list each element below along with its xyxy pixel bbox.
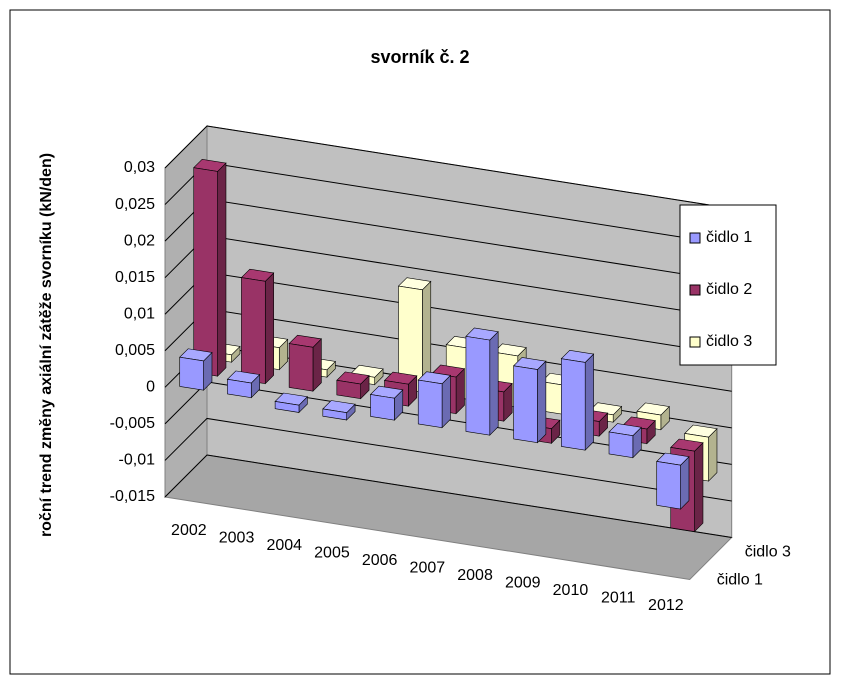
bar-front xyxy=(274,401,300,413)
x-tick-label: 2012 xyxy=(648,597,684,614)
bar xyxy=(397,277,432,393)
bar-front xyxy=(288,343,314,392)
legend-label: čidlo 1 xyxy=(706,229,752,246)
grid-line xyxy=(164,125,732,209)
y-tick-label: 0,015 xyxy=(115,269,155,286)
bar xyxy=(193,158,227,377)
x-tick-label: 2008 xyxy=(457,567,493,584)
y-tick-label: 0,01 xyxy=(124,305,155,322)
y-tick-label: 0 xyxy=(146,379,155,396)
x-tick-label: 2005 xyxy=(314,544,350,561)
legend-swatch xyxy=(689,284,701,296)
bar-front xyxy=(417,379,443,429)
bar xyxy=(179,348,213,391)
bar xyxy=(369,385,404,421)
bar xyxy=(226,370,261,399)
x-tick-label: 2011 xyxy=(601,589,636,606)
legend-label: čidlo 2 xyxy=(706,281,752,298)
bar-side xyxy=(694,442,704,533)
bar-front xyxy=(179,356,204,391)
depth-tick-label: čidlo 3 xyxy=(745,544,791,561)
x-tick-label: 2003 xyxy=(219,529,255,546)
x-tick-label: 2010 xyxy=(553,582,589,599)
bar-front xyxy=(370,394,395,421)
bar-front xyxy=(193,167,218,377)
grid-line xyxy=(164,454,732,538)
chart-title: svorník č. 2 xyxy=(370,47,469,67)
bar xyxy=(465,327,499,436)
bar-front xyxy=(241,277,266,385)
bar xyxy=(274,392,309,414)
x-tick-label: 2004 xyxy=(266,537,302,554)
x-tick-label: 2006 xyxy=(362,552,398,569)
bar xyxy=(417,371,452,429)
y-tick-label: -0,01 xyxy=(119,452,156,469)
bar-side xyxy=(312,338,322,392)
bar-front xyxy=(322,408,347,421)
y-tick-label: -0,015 xyxy=(110,488,155,505)
bar-side xyxy=(264,272,274,385)
y-tick-label: 0,025 xyxy=(115,196,155,213)
grid-line xyxy=(164,417,732,502)
bar-front xyxy=(608,431,634,459)
bar xyxy=(288,334,323,392)
bar xyxy=(322,400,356,421)
bar-side xyxy=(680,456,690,510)
bar xyxy=(240,268,275,385)
y-axis-label: roční trend změny axiální zátěže svorník… xyxy=(38,153,55,537)
bar-side xyxy=(217,162,227,377)
x-tick-label: 2009 xyxy=(505,574,541,591)
bar-side xyxy=(489,330,499,436)
legend-label: čidlo 3 xyxy=(706,333,752,350)
bar-side xyxy=(584,353,594,451)
bar-side xyxy=(537,360,547,444)
bar xyxy=(608,423,642,459)
bar-front xyxy=(513,365,538,444)
bar-front xyxy=(561,358,586,451)
legend-swatch xyxy=(689,232,701,244)
bar xyxy=(512,357,547,444)
depth-tick-label: čidlo 1 xyxy=(717,572,763,589)
x-tick-label: 2002 xyxy=(171,522,207,539)
bar-front xyxy=(336,379,361,400)
bar-side xyxy=(708,428,718,482)
bar-front xyxy=(465,336,491,436)
bar xyxy=(336,371,370,400)
bar xyxy=(656,452,690,510)
legend-swatch xyxy=(689,336,701,348)
bar xyxy=(560,349,595,451)
y-tick-label: 0,03 xyxy=(124,159,155,176)
y-tick-label: 0,02 xyxy=(124,232,155,249)
x-tick-label: 2007 xyxy=(410,559,446,576)
bar-front xyxy=(227,378,252,399)
y-tick-label: 0,005 xyxy=(115,342,155,359)
bar-front xyxy=(656,461,681,510)
bar-side xyxy=(441,374,451,429)
y-tick-label: -0,005 xyxy=(110,415,155,432)
